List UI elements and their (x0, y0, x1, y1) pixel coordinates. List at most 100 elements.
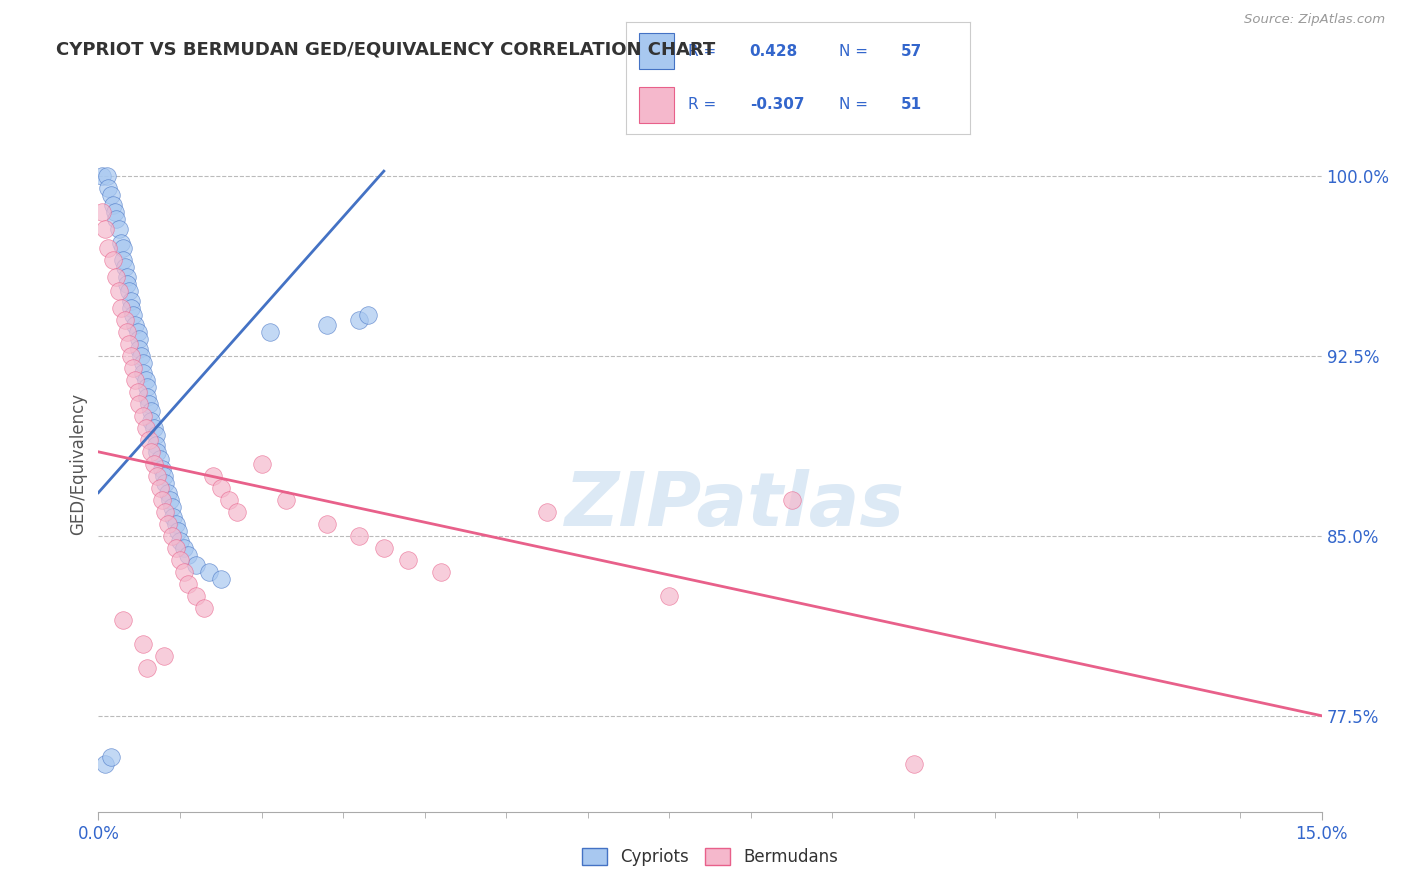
FancyBboxPatch shape (640, 34, 673, 70)
Point (101, 252, 124, 267)
Point (136, 390, 159, 404)
Point (108, 221, 131, 235)
Point (136, 380, 159, 394)
Point (124, 318, 146, 332)
Point (177, 576, 200, 591)
Point (127, 384, 149, 399)
Point (128, 397, 150, 411)
Point (132, 356, 155, 370)
Y-axis label: GED/Equivalency: GED/Equivalency (69, 392, 87, 535)
Text: R =: R = (688, 97, 716, 112)
Point (118, 284, 141, 298)
Point (100, 749, 122, 764)
Point (141, 404, 163, 418)
Point (129, 349, 152, 363)
Point (218, 492, 240, 507)
Point (349, 313, 371, 327)
Point (159, 492, 181, 507)
Point (127, 325, 149, 339)
Point (104, 205, 127, 219)
Point (201, 468, 224, 483)
Point (165, 516, 187, 531)
Point (120, 349, 142, 363)
Point (145, 428, 167, 442)
Point (132, 366, 155, 380)
Point (91, 169, 114, 183)
Point (141, 414, 163, 428)
Point (349, 529, 371, 543)
Point (135, 421, 157, 435)
Point (315, 318, 337, 332)
Point (903, 756, 925, 771)
Point (142, 457, 165, 471)
Point (780, 492, 803, 507)
Point (155, 476, 177, 491)
Point (101, 198, 124, 212)
Point (197, 565, 219, 579)
Point (138, 433, 160, 447)
Point (536, 505, 558, 519)
Point (186, 589, 208, 603)
Point (110, 236, 132, 251)
Point (142, 421, 165, 435)
Point (100, 188, 122, 202)
Text: N =: N = (839, 97, 869, 112)
Legend: Cypriots, Bermudans: Cypriots, Bermudans (575, 841, 845, 873)
Text: ZIPatlas: ZIPatlas (564, 469, 904, 542)
Point (396, 553, 419, 567)
Point (209, 481, 232, 495)
Point (160, 500, 183, 514)
Point (97, 181, 120, 195)
Point (146, 445, 169, 459)
Point (169, 533, 191, 548)
Point (132, 637, 155, 651)
Point (94, 756, 117, 771)
Point (173, 541, 195, 555)
Text: 57: 57 (901, 44, 922, 59)
Point (177, 548, 200, 562)
Point (94, 221, 117, 235)
Point (209, 572, 232, 586)
Point (356, 308, 378, 322)
Point (173, 565, 195, 579)
Point (108, 284, 131, 298)
Point (226, 505, 249, 519)
Point (150, 492, 173, 507)
Point (169, 553, 191, 567)
Point (430, 565, 453, 579)
Point (128, 342, 150, 356)
Point (115, 277, 138, 291)
Point (105, 269, 128, 284)
Point (152, 468, 174, 483)
Point (152, 648, 174, 663)
FancyBboxPatch shape (640, 87, 673, 123)
Point (149, 452, 172, 467)
Point (96, 169, 118, 183)
Point (274, 492, 297, 507)
Text: Source: ZipAtlas.com: Source: ZipAtlas.com (1244, 13, 1385, 27)
Point (111, 252, 134, 267)
Point (149, 481, 172, 495)
Point (186, 558, 208, 572)
Point (136, 661, 159, 675)
Point (124, 373, 146, 387)
Point (155, 505, 177, 519)
Text: -0.307: -0.307 (749, 97, 804, 112)
Point (135, 373, 157, 387)
Point (141, 445, 163, 459)
Point (115, 325, 138, 339)
Point (121, 360, 143, 375)
Text: CYPRIOT VS BERMUDAN GED/EQUIVALENCY CORRELATION CHART: CYPRIOT VS BERMUDAN GED/EQUIVALENCY CORR… (56, 40, 716, 58)
Point (97, 241, 120, 255)
Point (91, 205, 114, 219)
Point (150, 461, 173, 475)
Text: 51: 51 (901, 97, 922, 112)
Point (373, 541, 395, 555)
Point (121, 308, 143, 322)
Point (110, 301, 132, 315)
Point (162, 509, 184, 524)
Point (259, 325, 281, 339)
Point (120, 301, 142, 315)
Point (315, 516, 337, 531)
Point (114, 313, 136, 327)
